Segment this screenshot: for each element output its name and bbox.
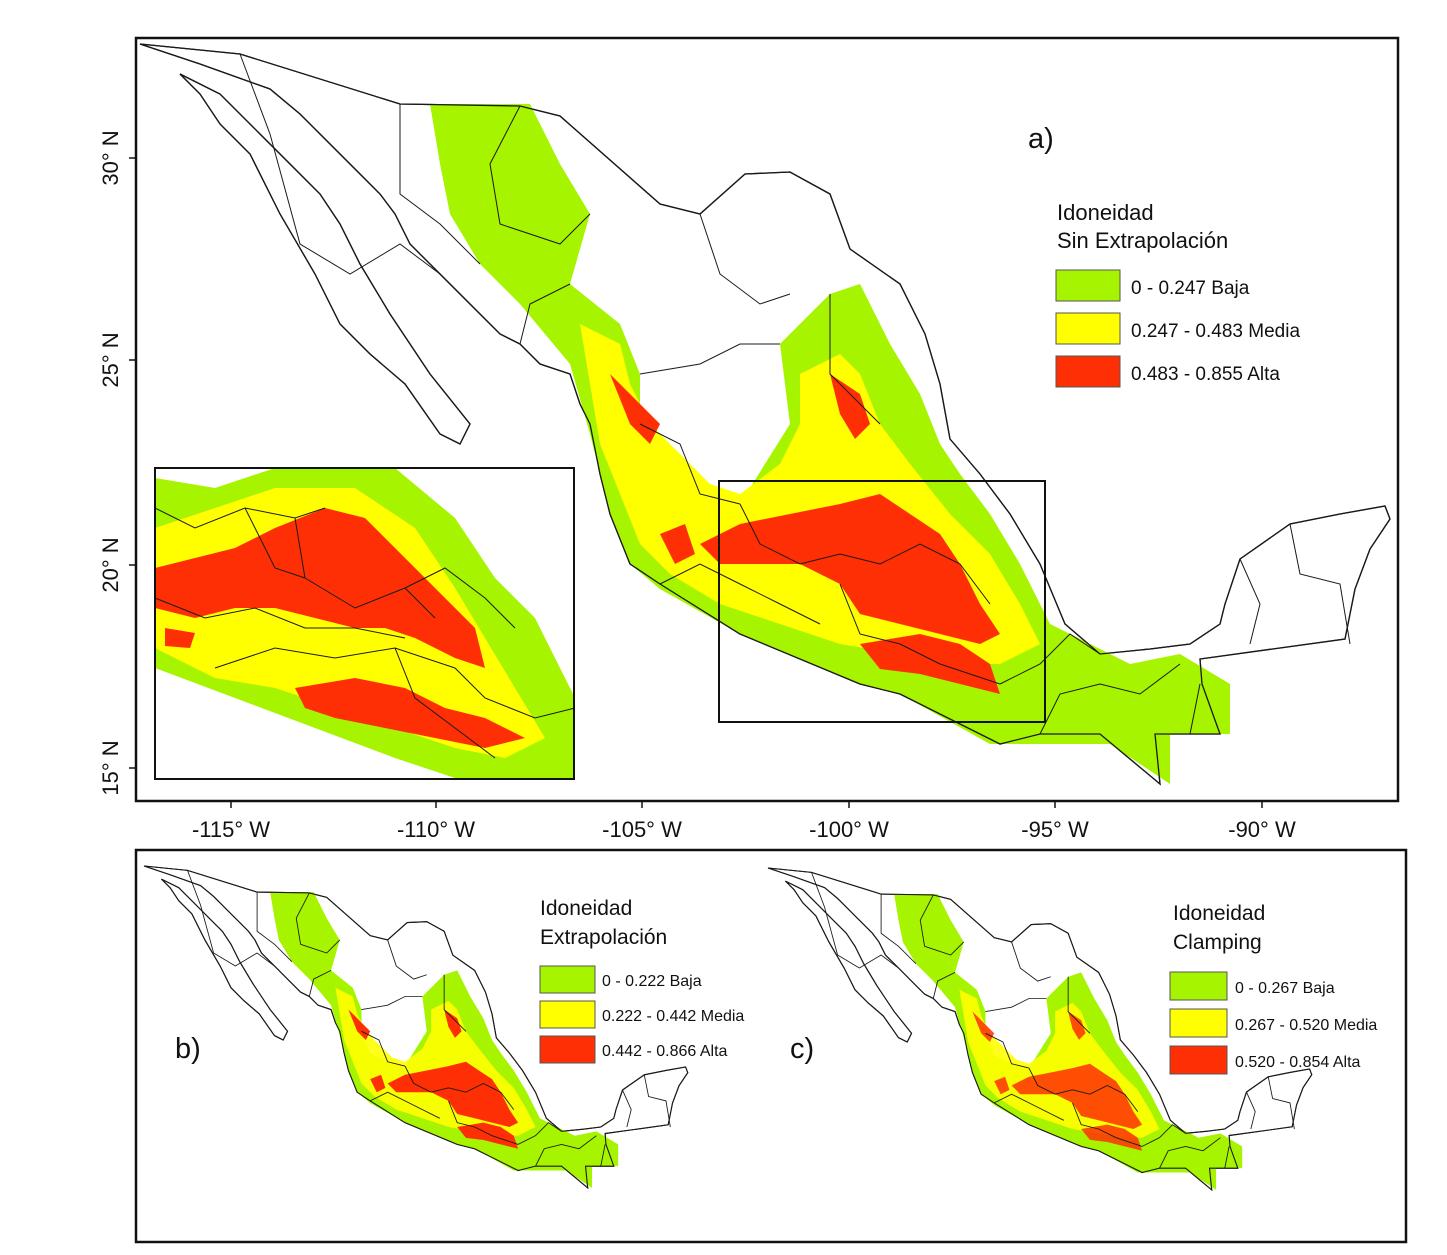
legend-c-swatch-medium [1169, 1008, 1228, 1038]
panel-a-frame [134, 36, 1400, 803]
legend-a-swatch-high [1055, 355, 1121, 388]
x-tick-label: -100° W [809, 817, 889, 842]
y-tick-label: 30° N [98, 130, 123, 185]
legend-c-title-1: Idoneidad [1173, 902, 1265, 925]
panel-bc-frame [134, 848, 1408, 1244]
y-tick-labels: 30° N 25° N 20° N 15° N [98, 130, 123, 795]
legend-a-item-high: 0.483 - 0.855 Alta [1131, 364, 1280, 385]
legend-a-swatch-low [1055, 269, 1121, 302]
panel-a-label: a) [1028, 123, 1054, 155]
y-axis [129, 157, 136, 769]
legend-b-item-medium: 0.222 - 0.442 Media [602, 1008, 744, 1025]
legend-a-item-low: 0 - 0.247 Baja [1131, 278, 1250, 299]
legend-a-swatch-medium [1055, 312, 1121, 345]
legend-c-title-2: Clamping [1173, 931, 1262, 954]
legend-b-title-2: Extrapolación [540, 926, 667, 949]
panel-c-legend: Idoneidad Clamping 0 - 0.267 Baja 0.267 … [1169, 902, 1377, 1075]
x-tick-labels: -115° W -110° W -105° W -100° W -95° W -… [192, 817, 1296, 842]
legend-b-title-1: Idoneidad [540, 897, 632, 920]
x-tick-label: -90° W [1228, 817, 1296, 842]
legend-c-item-high: 0.520 - 0.854 Alta [1235, 1054, 1361, 1071]
panel-c: c) Idoneidad Clamping 0 - 0.267 Baja 0.2… [767, 867, 1377, 1191]
x-tick-label: -105° W [602, 817, 682, 842]
inset-frame [154, 467, 575, 780]
legend-c-swatch-low [1169, 971, 1228, 1001]
legend-a-title-1: Idoneidad [1057, 200, 1154, 225]
legend-a-item-medium: 0.247 - 0.483 Media [1131, 321, 1300, 342]
legend-a-title-2: Sin Extrapolación [1057, 228, 1228, 253]
inset-map [154, 467, 576, 780]
legend-c-item-medium: 0.267 - 0.520 Media [1235, 1017, 1377, 1034]
x-tick-label: -115° W [192, 817, 270, 842]
legend-c-item-low: 0 - 0.267 Baja [1235, 980, 1335, 997]
legend-b-item-low: 0 - 0.222 Baja [602, 973, 702, 990]
zoom-extent-box [718, 480, 1046, 723]
panel-c-label: c) [790, 1033, 814, 1065]
legend-b-item-high: 0.442 - 0.866 Alta [602, 1043, 728, 1060]
legend-b-swatch-high [539, 1035, 596, 1064]
y-tick-label: 15° N [98, 740, 123, 795]
x-tick-label: -95° W [1021, 817, 1089, 842]
panel-a-legend: Idoneidad Sin Extrapolación 0 - 0.247 Ba… [1055, 200, 1300, 388]
legend-c-swatch-high [1169, 1045, 1228, 1075]
panel-b-legend: Idoneidad Extrapolación 0 - 0.222 Baja 0… [539, 897, 744, 1064]
legend-b-swatch-medium [539, 1000, 596, 1029]
panel-a: a) Idoneidad Sin Extrapolación 0 - 0.247… [98, 36, 1400, 842]
legend-b-swatch-low [539, 965, 596, 994]
y-tick-label: 25° N [98, 332, 123, 387]
x-axis [230, 801, 1263, 808]
panel-b-label: b) [175, 1033, 201, 1065]
x-tick-label: -110° W [397, 817, 475, 842]
y-tick-label: 20° N [98, 537, 123, 592]
panel-b: b) Idoneidad Extrapolación 0 - 0.222 Baj… [143, 865, 744, 1189]
